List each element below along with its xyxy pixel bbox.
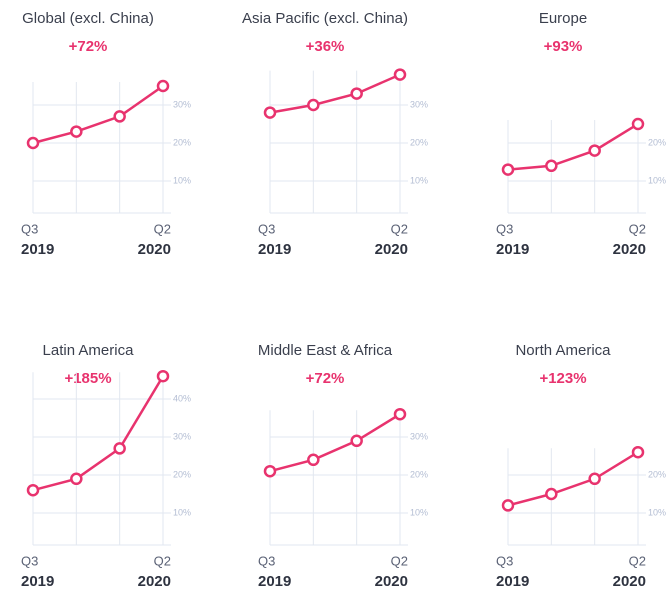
y-tick-label: 10% [173,175,191,185]
data-point [545,159,558,173]
series-line [32,375,165,492]
y-tick-label: 30% [410,99,428,109]
change-annotation: +123% [539,370,586,387]
y-tick-label: 30% [410,431,428,441]
x-tick-year: 2019 [21,241,54,258]
series-line [269,413,401,473]
x-tick-year: 2020 [138,241,171,258]
change-annotation: +72% [69,38,108,55]
x-tick-label: Q3 [258,553,275,568]
data-point [393,407,407,421]
data-point [588,472,601,486]
series-line [507,122,639,171]
panel-title: Asia Pacific (excl. China) [242,10,408,27]
x-tick-label: Q2 [154,553,171,568]
change-annotation: +72% [306,370,345,387]
data-point [263,106,277,119]
data-point [588,144,601,157]
y-tick-label: 20% [410,137,428,147]
data-point [631,117,645,131]
x-tick-label: Q2 [391,553,408,568]
y-tick-label: 20% [173,137,191,147]
y-tick-label: 20% [648,137,666,147]
y-tick-label: 10% [410,507,428,517]
y-tick-label: 10% [173,507,191,517]
panel-title: North America [515,342,611,359]
x-tick-label: Q2 [629,221,646,236]
x-tick-label: Q3 [21,553,38,568]
data-point [113,110,126,123]
panel-title: Europe [539,10,587,27]
x-tick-label: Q3 [258,221,275,236]
y-tick-label: 10% [410,175,428,185]
x-tick-year: 2019 [496,573,529,590]
x-tick-year: 2020 [138,573,171,590]
panel-title: Middle East & Africa [258,342,393,359]
data-point [350,87,363,100]
change-annotation: +185% [64,370,111,387]
y-tick-label: 20% [410,469,428,479]
change-annotation: +36% [306,38,345,55]
x-tick-label: Q2 [391,221,408,236]
data-point [70,472,83,486]
y-tick-label: 30% [173,99,191,109]
data-point [393,68,407,81]
x-tick-year: 2020 [375,241,408,258]
series-line [32,84,164,145]
x-tick-year: 2019 [258,241,291,258]
x-tick-label: Q3 [496,221,513,236]
data-point [631,445,645,459]
x-tick-year: 2020 [613,241,646,258]
data-point [113,442,126,455]
data-point [307,98,320,112]
y-tick-label: 20% [173,469,191,479]
panel-title: Global (excl. China) [22,10,154,27]
x-tick-year: 2019 [21,573,54,590]
data-point [350,434,363,448]
x-tick-year: 2019 [496,241,529,258]
y-tick-label: 40% [173,393,191,403]
y-tick-label: 10% [648,175,666,185]
x-tick-year: 2020 [613,573,646,590]
change-annotation: +93% [544,38,583,55]
series-line [269,73,401,114]
x-tick-label: Q2 [629,553,646,568]
data-point [307,453,320,467]
x-tick-label: Q3 [496,553,513,568]
data-point [156,79,170,93]
data-point [545,487,558,501]
y-tick-label: 20% [648,469,666,479]
data-point [501,163,515,176]
data-point [26,136,40,150]
data-point [501,499,515,512]
x-tick-label: Q3 [21,221,38,236]
x-tick-year: 2020 [375,573,408,590]
data-point [156,369,170,383]
x-tick-label: Q2 [154,221,171,236]
data-point [263,464,277,478]
data-point [70,125,83,138]
panel-title: Latin America [43,342,135,359]
y-tick-label: 10% [648,507,666,517]
series-line [507,451,639,507]
data-point [26,483,40,497]
y-tick-label: 30% [173,431,191,441]
x-tick-year: 2019 [258,573,291,590]
